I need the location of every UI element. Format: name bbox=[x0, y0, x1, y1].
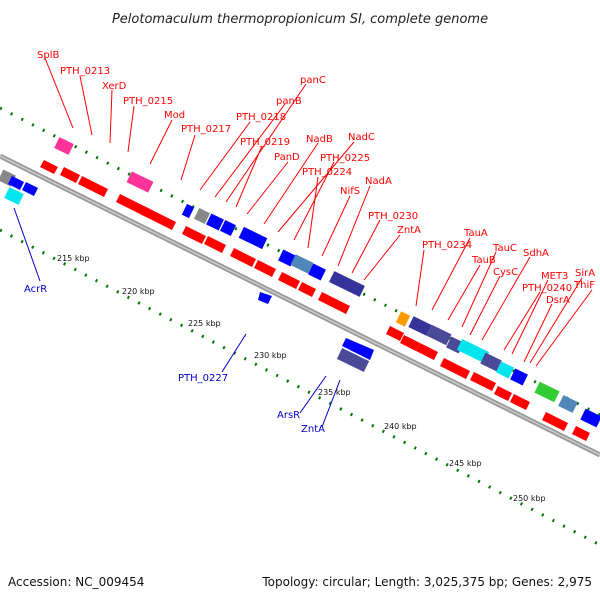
tick-label: 225 kbp bbox=[188, 319, 221, 328]
gene-label-znta[interactable]: ZntA bbox=[397, 225, 421, 236]
forward-label-leaders bbox=[44, 57, 593, 367]
reverse-label-leaders bbox=[13, 207, 341, 428]
gene-label-pth-0230[interactable]: PTH_0230 bbox=[368, 211, 418, 222]
forward-feature-row bbox=[54, 137, 600, 428]
arsr-arrow bbox=[342, 338, 374, 360]
mod-box bbox=[126, 171, 154, 193]
gene-label-panb[interactable]: panB bbox=[276, 96, 302, 107]
splb-box bbox=[54, 137, 74, 155]
gene-label-nadc[interactable]: NadC bbox=[348, 132, 375, 143]
gene-label-nifs[interactable]: NifS bbox=[340, 186, 360, 197]
tick-label: 220 kbp bbox=[122, 287, 155, 296]
forward-gene-arrows bbox=[40, 160, 590, 441]
gene-label-taub[interactable]: TauB bbox=[471, 255, 496, 266]
gene-label-mod[interactable]: Mod bbox=[164, 110, 185, 121]
gene-label-splb[interactable]: SplB bbox=[37, 50, 59, 61]
gene-label-nada[interactable]: NadA bbox=[365, 176, 392, 187]
gene-label-sira[interactable]: SirA bbox=[575, 268, 595, 279]
reverse-labels: AcrR PTH_0227 ArsR ZntA bbox=[24, 284, 325, 435]
gene-label-thif[interactable]: ThiF bbox=[573, 280, 595, 291]
gene-label-xerd[interactable]: XerD bbox=[102, 81, 127, 92]
gene-label-tauc[interactable]: TauC bbox=[492, 243, 517, 254]
gene-label-nadb[interactable]: NadB bbox=[306, 134, 333, 145]
gene-label-taua[interactable]: TauA bbox=[463, 228, 488, 239]
gene-label-pth-0224[interactable]: PTH_0224 bbox=[302, 167, 352, 178]
znta-rev-box bbox=[336, 348, 370, 372]
gene-label-pand[interactable]: PanD bbox=[274, 152, 300, 163]
tick-label: 235 kbp bbox=[318, 388, 351, 397]
gene-label-pth-0219[interactable]: PTH_0219 bbox=[240, 137, 290, 148]
gene-label-pth-0215[interactable]: PTH_0215 bbox=[123, 96, 173, 107]
tick-label: 250 kbp bbox=[513, 494, 546, 503]
gene-label-dsra[interactable]: DsrA bbox=[546, 295, 570, 306]
forward-labels: SplB PTH_0213 XerD PTH_0215 Mod PTH_0217… bbox=[37, 50, 595, 306]
gene-label-acrr[interactable]: AcrR bbox=[24, 284, 47, 295]
gene-label-pth-0218[interactable]: PTH_0218 bbox=[236, 112, 286, 123]
gene-label-pth-0234[interactable]: PTH_0234 bbox=[422, 240, 472, 251]
gene-label-arsr[interactable]: ArsR bbox=[277, 410, 300, 421]
gene-label-met3[interactable]: MET3 bbox=[541, 271, 568, 282]
genome-backbone bbox=[0, 153, 600, 458]
tick-label: 245 kbp bbox=[449, 459, 482, 468]
pth-0227-arrow bbox=[258, 292, 272, 304]
gene-label-panc[interactable]: panC bbox=[300, 75, 326, 86]
tick-labels: 215 kbp 220 kbp 225 kbp 230 kbp 235 kbp … bbox=[57, 254, 546, 503]
tick-label: 240 kbp bbox=[384, 422, 417, 431]
gene-label-pth-0213[interactable]: PTH_0213 bbox=[60, 66, 110, 77]
gene-label-sdha[interactable]: SdhA bbox=[523, 248, 549, 259]
tick-label: 230 kbp bbox=[254, 351, 287, 360]
gene-label-cysc[interactable]: CysC bbox=[493, 267, 518, 278]
tick-label: 215 kbp bbox=[57, 254, 90, 263]
genome-summary-text: Topology: circular; Length: 3,025,375 bp… bbox=[261, 575, 592, 589]
accession-text: Accession: NC_009454 bbox=[8, 575, 144, 589]
map-title: Pelotomaculum thermopropionicum SI, comp… bbox=[112, 12, 488, 27]
gene-label-pth-0227[interactable]: PTH_0227 bbox=[178, 373, 228, 384]
gene-label-pth-0225[interactable]: PTH_0225 bbox=[320, 153, 370, 164]
gene-label-znta-rev[interactable]: ZntA bbox=[301, 424, 325, 435]
gene-label-pth-0217[interactable]: PTH_0217 bbox=[181, 124, 231, 135]
reverse-gene-arrows bbox=[0, 169, 374, 372]
inner-tick-line bbox=[0, 228, 600, 547]
gene-label-pth-0240[interactable]: PTH_0240 bbox=[522, 283, 572, 294]
